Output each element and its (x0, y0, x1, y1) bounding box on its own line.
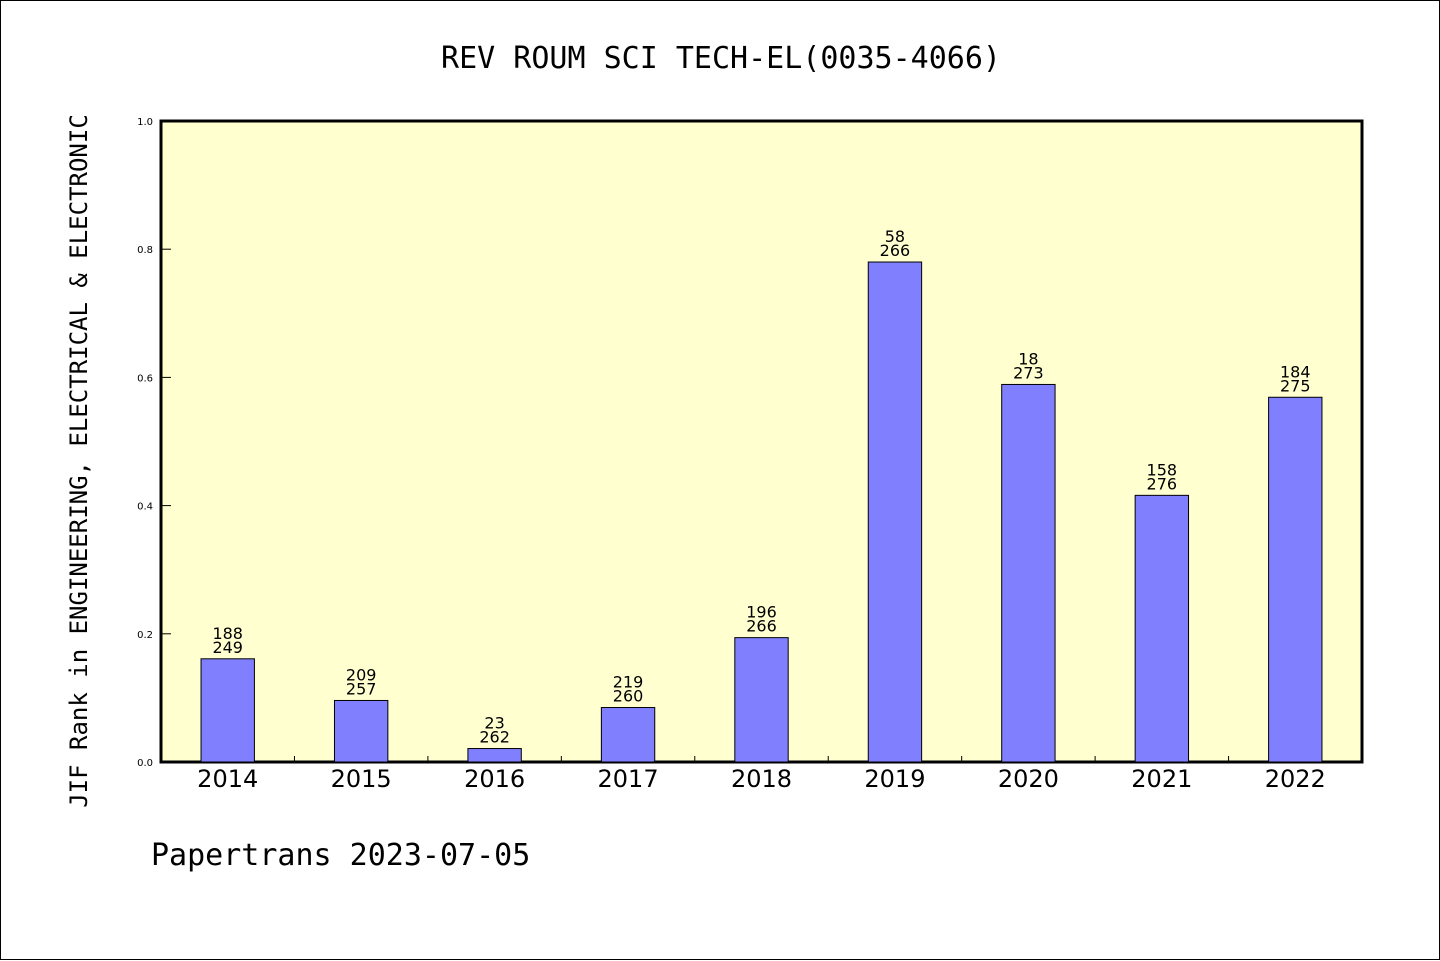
total-label: 275 (1280, 376, 1311, 395)
x-axis: 2014 2015 2016 2017 2018 2019 2020 2021 2022 (197, 756, 1326, 793)
bar-2021 (1134, 494, 1190, 763)
total-label: 276 (1147, 474, 1178, 493)
x-tick-label: 2018 (731, 765, 792, 793)
rank-label: 196 (746, 603, 777, 622)
bar-2019 (867, 261, 923, 763)
rank-label: 158 (1147, 460, 1178, 479)
bar-2016 (467, 748, 522, 763)
x-tick-label: 2015 (331, 765, 392, 793)
y-tick-label: 0.6 (137, 373, 153, 384)
total-label: 249 (212, 638, 243, 657)
total-label: 260 (613, 687, 644, 706)
y-tick-label: 0.4 (137, 502, 153, 513)
x-tick-label: 2017 (598, 765, 659, 793)
rank-label: 188 (212, 624, 243, 643)
y-tick-label: 0.0 (137, 758, 153, 769)
total-label: 266 (746, 617, 777, 636)
y-tick-label: 1.0 (137, 117, 153, 128)
x-tick-label: 2016 (464, 765, 525, 793)
bars-group: 1882492092572326221926019626658266182731… (200, 227, 1323, 763)
y-tick-label: 0.2 (137, 630, 153, 641)
bar-2020 (1001, 383, 1056, 763)
x-tick-label: 2021 (1131, 765, 1192, 793)
total-label: 273 (1013, 363, 1044, 382)
chart-title: REV ROUM SCI TECH-EL(0035-4066) (441, 41, 1001, 76)
x-tick-label: 2014 (197, 765, 258, 793)
rank-label: 23 (484, 714, 504, 733)
bar-2014 (200, 658, 255, 763)
rank-label: 18 (1018, 349, 1038, 368)
x-tick-label: 2019 (864, 765, 925, 793)
total-label: 262 (479, 728, 510, 747)
y-axis-label: JIF Rank in ENGINEERING, ELECTRICAL & EL… (65, 114, 93, 808)
rank-label: 58 (885, 227, 905, 246)
rank-label: 184 (1280, 362, 1311, 381)
y-axis: 0.0 0.2 0.4 0.6 0.8 1.0 (137, 117, 171, 769)
bar-2022 (1268, 396, 1323, 763)
bar-2018 (734, 637, 789, 763)
total-label: 266 (880, 241, 911, 260)
rank-label: 219 (613, 673, 644, 692)
footer-text: Papertrans 2023-07-05 (151, 838, 530, 873)
total-label: 257 (346, 679, 377, 698)
y-tick-label: 0.8 (137, 245, 153, 256)
bar-2015 (333, 699, 389, 763)
rank-label: 209 (346, 665, 377, 684)
x-tick-label: 2022 (1265, 765, 1326, 793)
bar-2017 (600, 707, 656, 763)
x-tick-label: 2020 (998, 765, 1059, 793)
